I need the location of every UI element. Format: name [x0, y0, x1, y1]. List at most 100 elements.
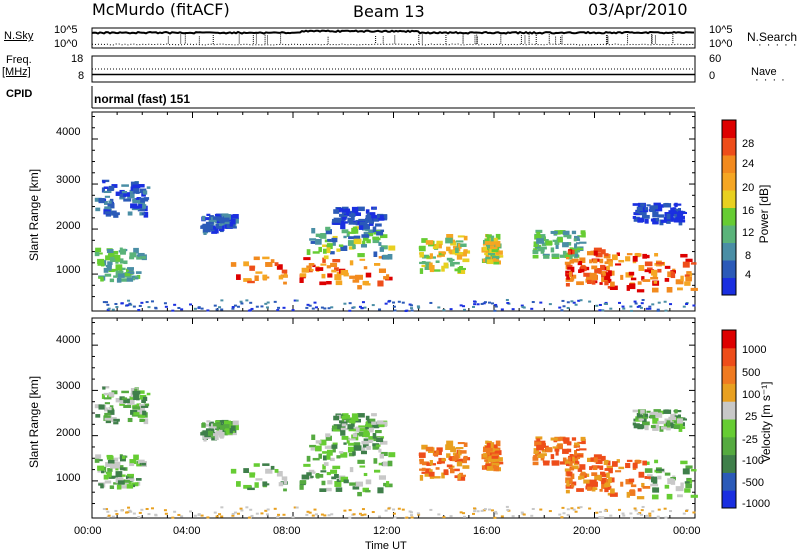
velocity-cell: [154, 513, 158, 516]
velocity-cell: [646, 410, 651, 413]
power-cell: [363, 231, 372, 237]
velocity-cell: [462, 465, 470, 469]
power-ytick-3000: 3000: [56, 174, 81, 186]
power-cell: [353, 238, 362, 245]
velocity-cell: [360, 450, 367, 455]
power-cell: [602, 273, 606, 276]
velocity-cell: [530, 514, 534, 517]
power-cell: [102, 180, 106, 184]
power-cell: [441, 251, 447, 255]
velocity-cell: [247, 487, 255, 491]
velocity-cell: [432, 476, 441, 479]
power-cell: [566, 306, 570, 309]
velocity-cell: [332, 447, 336, 453]
velocity-cell: [377, 487, 384, 494]
power-cell: [349, 260, 354, 266]
power-cell: [348, 309, 352, 312]
velocity-cell: [232, 432, 237, 436]
velocity-cell: [363, 438, 372, 443]
power-cell: [473, 300, 477, 303]
power-cell: [618, 259, 625, 263]
power-cell: [230, 218, 236, 225]
power-cell: [378, 256, 383, 259]
power-cell: [340, 221, 348, 224]
velocity-cell: [334, 481, 342, 487]
velocity-cell: [436, 461, 442, 465]
velocity-cell: [539, 508, 543, 511]
power-cell: [429, 301, 433, 304]
velocity-cell: [303, 463, 311, 467]
velocity-cell: [552, 446, 561, 449]
velocity-cell: [283, 479, 288, 485]
velocity-cell: [106, 455, 114, 460]
velocity-cell: [305, 513, 309, 516]
velocity-cell: [276, 471, 283, 477]
velocity-cell: [102, 508, 106, 511]
power-cell: [674, 202, 678, 207]
power-cell: [350, 220, 357, 224]
power-cell: [330, 251, 335, 255]
power-cell: [492, 258, 497, 262]
power-cell: [319, 281, 327, 286]
power-cell: [114, 302, 118, 305]
power-cell: [675, 279, 684, 285]
velocity-cell: [233, 511, 237, 514]
power-cell: [111, 308, 115, 311]
power-cell: [177, 306, 181, 309]
power-cell: [137, 206, 146, 212]
velocity-cell: [638, 471, 645, 478]
xtick-2400: 00:00: [673, 525, 701, 537]
power-cell: [645, 307, 649, 310]
velocity-cell: [511, 515, 515, 518]
velocity-cell: [672, 413, 677, 418]
power-cell: [564, 261, 571, 265]
power-cell: [588, 300, 592, 303]
velocity-cell: [454, 458, 463, 463]
velocity-cell: [274, 468, 279, 473]
power-cell: [274, 262, 279, 267]
power-cell: [542, 253, 550, 256]
velocity-cell: [642, 417, 647, 422]
power-cell: [345, 208, 350, 212]
velocity-cell: [202, 422, 206, 428]
nave-label: Nave: [751, 66, 777, 78]
velocity-cell: [532, 461, 539, 466]
velocity-cell: [566, 441, 572, 446]
power-cell: [654, 253, 659, 257]
velocity-cell: [575, 448, 580, 451]
velocity-cell: [327, 445, 332, 449]
velocity-cell: [107, 459, 115, 464]
power-cell: [113, 275, 121, 278]
velocity-cell: [247, 516, 251, 519]
vel-ytick-1000: 1000: [56, 472, 81, 484]
power-cell: [626, 285, 630, 291]
power-cell: [652, 217, 660, 222]
power-cell: [128, 302, 132, 305]
power-cell: [490, 235, 494, 242]
velocity-cell: [482, 453, 487, 458]
velocity-cell: [98, 404, 105, 410]
power-cell: [379, 215, 384, 221]
power-cell: [365, 214, 372, 221]
velocity-cell: [625, 462, 631, 469]
freq-ytick-bottom: 8: [78, 70, 85, 82]
power-cell: [540, 234, 546, 239]
power-cell: [579, 241, 587, 244]
velocity-cell: [565, 484, 574, 489]
velocity-cell: [417, 513, 421, 516]
power-cell: [276, 264, 283, 270]
power-cell: [640, 302, 644, 305]
velocity-cell: [673, 425, 680, 430]
velocity-cell: [687, 479, 693, 484]
velocity-cell: [487, 459, 496, 462]
velocity-cell: [666, 425, 671, 431]
power-cell: [621, 305, 625, 308]
nsearch-dots: · · · · · · · ·: [758, 39, 800, 51]
velocity-cell: [358, 430, 364, 437]
power-cell: [505, 298, 509, 301]
power-cell: [336, 248, 341, 252]
velocity-cell: [141, 405, 149, 408]
velocity-cell: [349, 419, 356, 424]
velocity-cell: [651, 494, 659, 500]
power-cell: [484, 247, 491, 250]
